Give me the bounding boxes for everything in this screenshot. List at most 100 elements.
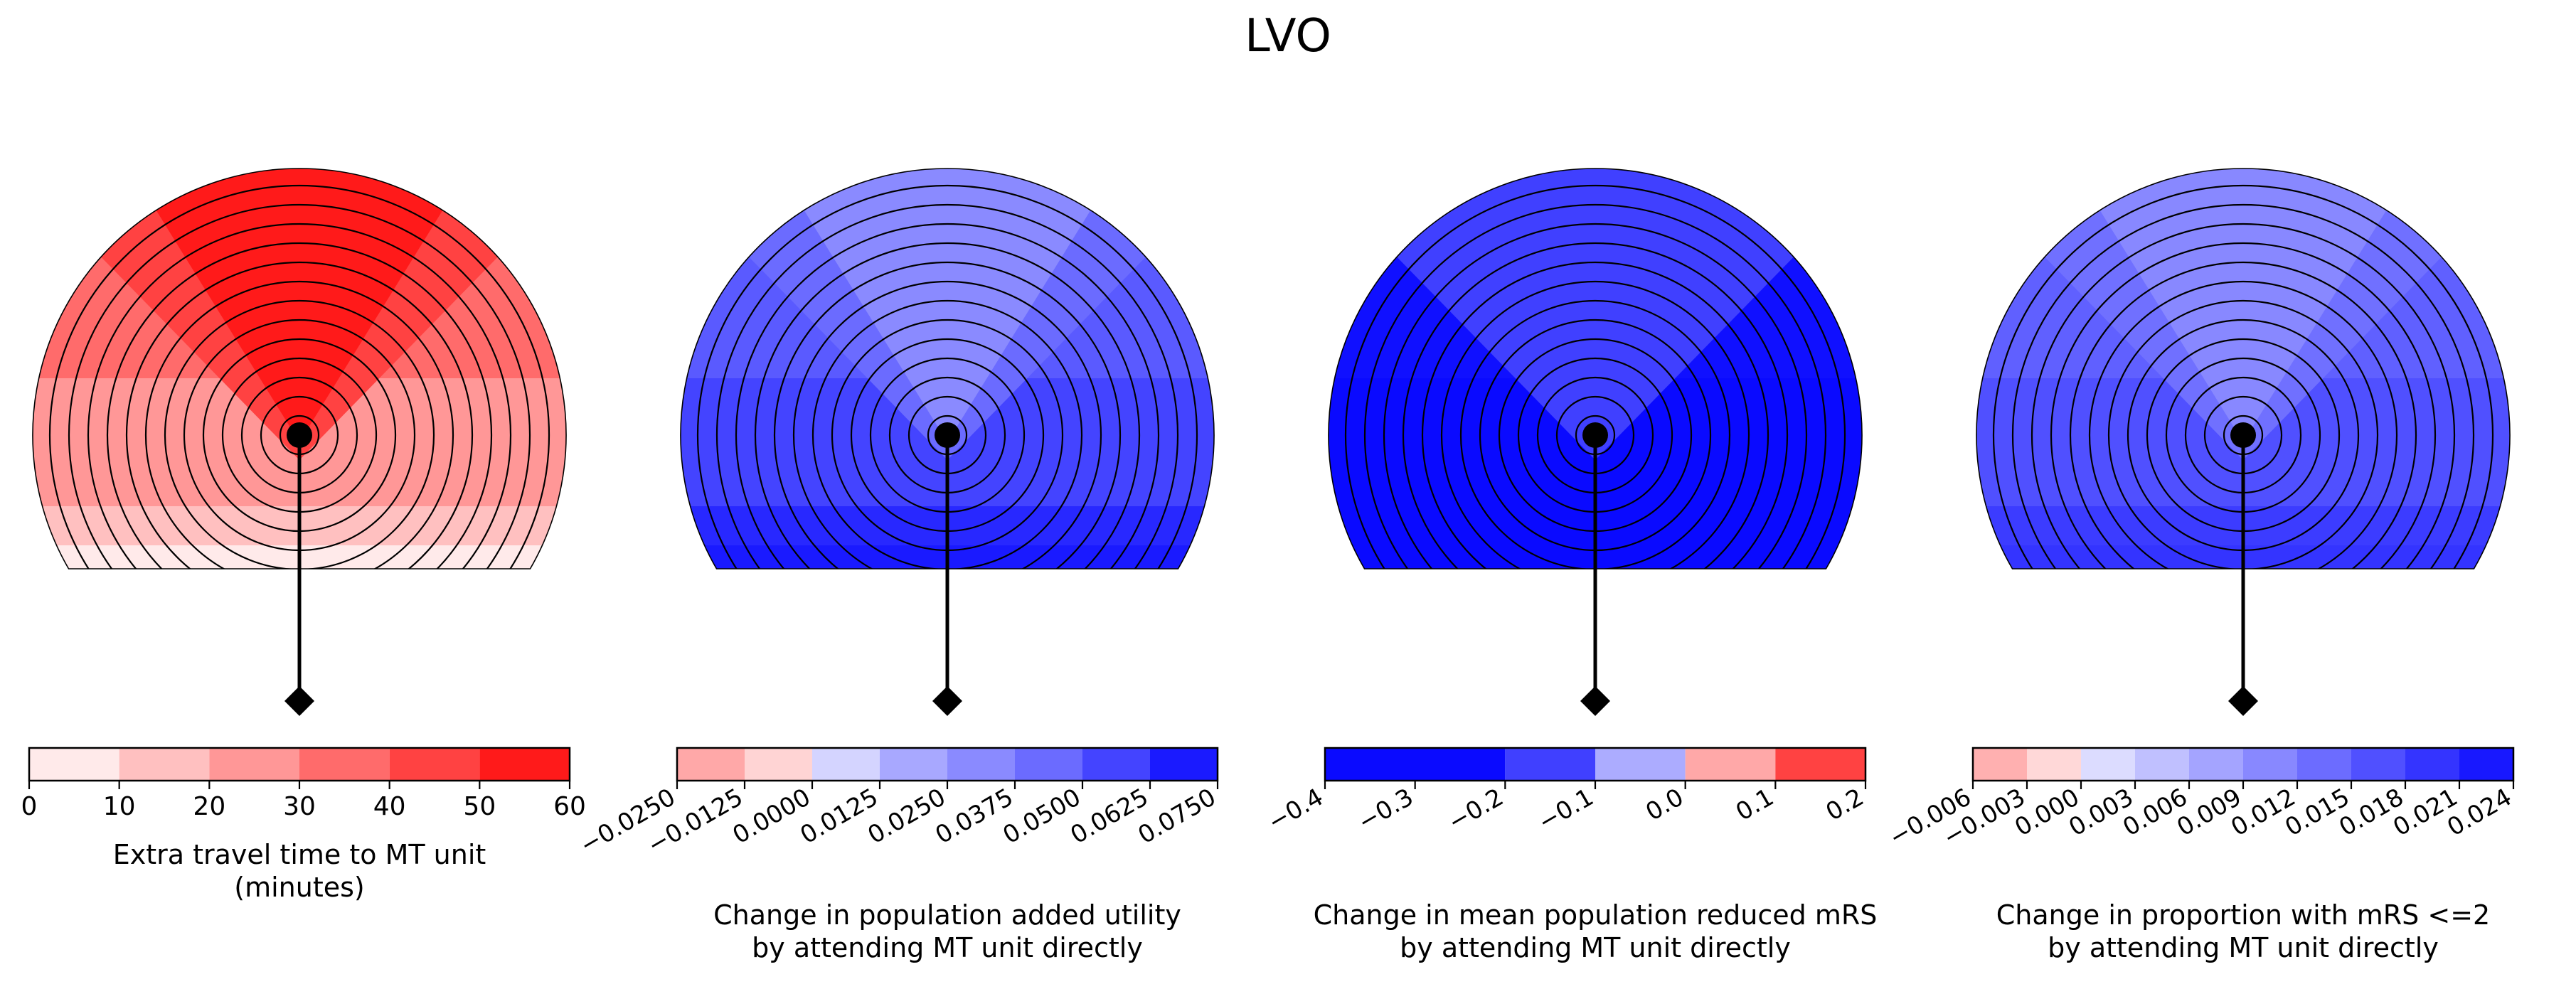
colorbar-segment bbox=[2405, 748, 2459, 781]
region-outline bbox=[680, 168, 1215, 569]
colorbar-tick-label: 20 bbox=[193, 792, 225, 821]
distance-ring bbox=[754, 242, 1141, 569]
region-outline bbox=[1976, 168, 2511, 569]
colorbar-label: (minutes) bbox=[234, 872, 364, 903]
region-top bbox=[770, 168, 1125, 442]
colorbar-tick-label: 0.0375 bbox=[930, 783, 1018, 850]
distance-ring bbox=[773, 261, 1122, 569]
distance-ring bbox=[696, 184, 1198, 569]
colorbar-segment bbox=[2459, 748, 2513, 781]
distance-ring bbox=[106, 242, 493, 569]
region-top bbox=[122, 168, 477, 442]
colorbar-tick-label: 0.2 bbox=[1821, 783, 1869, 827]
figure-title: LVO bbox=[1245, 10, 1331, 63]
colorbar-tick-label: 0.024 bbox=[2442, 783, 2516, 842]
colorbar-tick-label: 0.0250 bbox=[863, 783, 950, 850]
colorbar-tick-label: 0.0500 bbox=[998, 783, 1085, 850]
distance-ring bbox=[68, 203, 531, 569]
colorbar-segment bbox=[2243, 748, 2297, 781]
distance-ring bbox=[1363, 203, 1827, 569]
colorbar-label: Change in population added utility bbox=[713, 899, 1181, 931]
colorbar-segment bbox=[947, 748, 1015, 781]
stroke-unit-dot bbox=[2230, 422, 2256, 448]
distance-ring bbox=[735, 223, 1160, 569]
colorbar-segment bbox=[299, 748, 390, 781]
colorbar-tick-label: 0.0125 bbox=[795, 783, 883, 850]
region-top bbox=[1417, 169, 1773, 442]
panel-travel-time: 0 10 20 30 40 50 60 Extra travel time to MT uni… bbox=[21, 168, 586, 903]
colorbar-tick-label: 60 bbox=[553, 792, 586, 821]
ring-group bbox=[1344, 184, 1846, 569]
distance-ring bbox=[715, 203, 1179, 569]
panel-added-utility: −0.0250−0.01250.00000.01250.02500.03750.… bbox=[575, 168, 1221, 963]
distance-ring bbox=[2050, 242, 2437, 569]
distance-ring bbox=[1421, 261, 1769, 569]
distance-ring bbox=[2088, 280, 2398, 569]
distance-ring bbox=[1440, 280, 1750, 569]
mt-unit-diamond bbox=[2228, 686, 2258, 716]
distance-ring bbox=[2011, 203, 2475, 569]
colorbar-segment bbox=[119, 748, 210, 781]
region-outline bbox=[32, 168, 567, 569]
distance-ring bbox=[2031, 223, 2456, 569]
colorbar-segment bbox=[1973, 748, 2027, 781]
colorbar-segment bbox=[2297, 748, 2351, 781]
distance-ring bbox=[792, 280, 1102, 569]
distance-ring bbox=[144, 280, 454, 569]
colorbar: −0.006−0.0030.0000.0030.0060.0090.0120.0… bbox=[1885, 747, 2517, 963]
colorbar-segment bbox=[677, 748, 745, 781]
colorbar-segment bbox=[1685, 748, 1776, 781]
colorbar-segment bbox=[29, 748, 119, 781]
colorbar-segment bbox=[880, 748, 947, 781]
colorbar-segment bbox=[1595, 748, 1686, 781]
mt-unit-diamond bbox=[1580, 686, 1610, 716]
colorbar-segment bbox=[2189, 748, 2243, 781]
colorbar-segment bbox=[1505, 748, 1595, 781]
colorbar-label: by attending MT unit directly bbox=[2048, 932, 2439, 963]
colorbar-segment bbox=[1325, 748, 1506, 781]
colorbar-tick-label: −0.4 bbox=[1263, 783, 1329, 837]
distance-ring bbox=[125, 261, 474, 569]
colorbar-tick-label: 0.0750 bbox=[1133, 783, 1220, 850]
colorbar-segment bbox=[1775, 748, 1866, 781]
ring-group bbox=[48, 184, 550, 569]
colorbar-tick-label: −0.3 bbox=[1353, 783, 1419, 837]
colorbar-segment bbox=[812, 748, 880, 781]
colorbar-segment bbox=[1150, 748, 1218, 781]
distance-ring bbox=[48, 184, 550, 569]
region-outline bbox=[1328, 168, 1863, 569]
colorbar-label: Change in mean population reduced mRS bbox=[1314, 899, 1878, 931]
distance-ring bbox=[1459, 299, 1731, 569]
mt-unit-diamond bbox=[284, 686, 314, 716]
colorbar-segment bbox=[745, 748, 812, 781]
distance-ring bbox=[87, 223, 512, 569]
colorbar-segment bbox=[1015, 748, 1082, 781]
distance-ring bbox=[2069, 261, 2417, 569]
colorbar-segment bbox=[389, 748, 480, 781]
colorbar-tick-label: 30 bbox=[283, 792, 316, 821]
colorbar-tick-label: 0.0000 bbox=[728, 783, 815, 850]
distance-ring bbox=[1992, 184, 2494, 569]
colorbar: −0.4 −0.3 −0.2 −0.1 0.0 0.1 0.2 Change in mean … bbox=[1263, 747, 1878, 963]
mt-unit-diamond bbox=[932, 686, 962, 716]
colorbar-tick-label: 0.1 bbox=[1731, 783, 1779, 827]
distance-ring bbox=[2107, 299, 2379, 569]
panel-mean-mrs: −0.4 −0.3 −0.2 −0.1 0.0 0.1 0.2 Change in mean … bbox=[1263, 168, 1878, 963]
colorbar-segment bbox=[1082, 748, 1150, 781]
colorbar-tick-label: −0.2 bbox=[1443, 783, 1508, 837]
colorbar-tick-label: 40 bbox=[373, 792, 406, 821]
ring-group bbox=[1992, 184, 2494, 569]
colorbar-label: by attending MT unit directly bbox=[752, 932, 1143, 963]
colorbar-segment bbox=[2081, 748, 2135, 781]
colorbar-tick-label: −0.1 bbox=[1533, 783, 1599, 837]
colorbar-segment bbox=[479, 748, 570, 781]
colorbar-label: by attending MT unit directly bbox=[1400, 932, 1791, 963]
colorbar-tick-label: 50 bbox=[463, 792, 496, 821]
distance-ring bbox=[811, 299, 1083, 569]
colorbar-tick-label: 0.0625 bbox=[1065, 783, 1153, 850]
colorbar-label: Extra travel time to MT unit bbox=[113, 839, 486, 870]
colorbar-label: Change in proportion with mRS <=2 bbox=[1996, 899, 2490, 931]
colorbar-segment bbox=[2027, 748, 2081, 781]
stroke-unit-dot bbox=[935, 422, 960, 448]
